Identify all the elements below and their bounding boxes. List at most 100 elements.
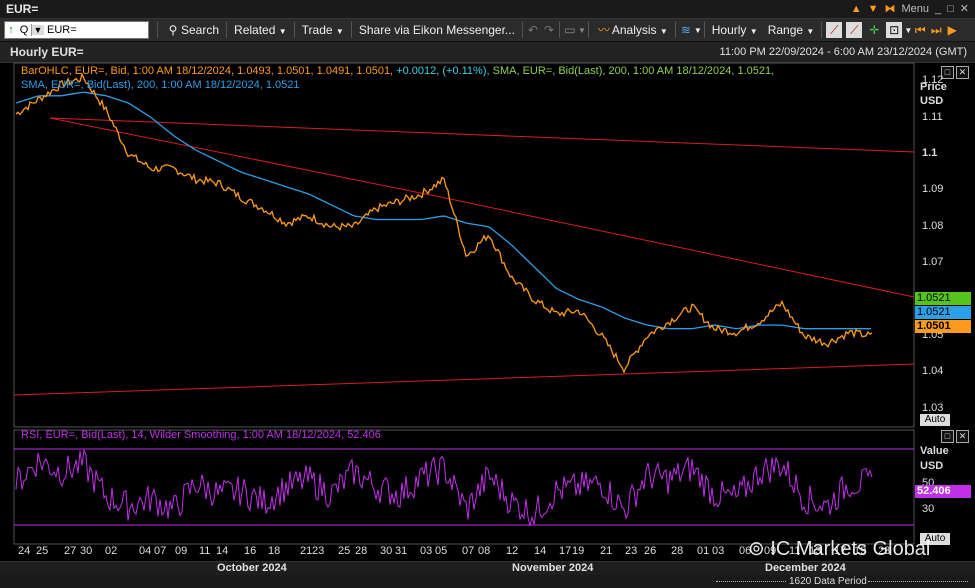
toolbar-separator <box>350 22 352 38</box>
x-tick-label: 25 <box>36 545 49 557</box>
x-tick-label: 28 <box>671 545 684 557</box>
price-scale-title: Price <box>920 81 947 93</box>
redo-icon[interactable]: ↷ <box>543 23 554 37</box>
trade-menu[interactable]: Trade ▼ <box>297 23 349 37</box>
x-tick-label: 23 <box>312 545 325 557</box>
month-bar: October 2024 November 2024 December 2024 <box>0 561 975 576</box>
rsi-line <box>15 448 873 527</box>
x-tick-label: 07 <box>462 545 475 557</box>
fast-forward-icon[interactable]: ▶ <box>947 23 957 37</box>
maximize-pane-icon[interactable]: □ <box>941 66 954 79</box>
trade-label: Trade <box>301 23 333 37</box>
price-tag-orange: 1.0501 <box>915 320 971 333</box>
arrow-up-icon[interactable]: ▲ <box>850 2 862 15</box>
wave-icon[interactable]: ≋ <box>680 23 691 37</box>
legend-sma1-text: SMA, EUR=, Bid(Last), 200, 1:00 AM 18/12… <box>492 65 775 77</box>
price-tick-label: 1.03 <box>922 401 944 414</box>
chevron-down-icon: ▼ <box>659 27 668 36</box>
rsi-auto-button[interactable]: Auto <box>920 533 950 545</box>
x-tick-label: 09 <box>175 545 188 557</box>
close-pane-icon[interactable]: ✕ <box>956 66 969 79</box>
chevron-down-icon: ▼ <box>278 27 287 36</box>
lower-trend-line[interactable] <box>13 363 915 396</box>
price-tick-label: 1.08 <box>922 219 944 232</box>
price-auto-button[interactable]: Auto <box>920 414 950 426</box>
arrow-down-icon[interactable]: ▼ <box>867 2 879 15</box>
chevron-down-icon[interactable]: ▼ <box>693 25 702 35</box>
x-tick-label: 03 <box>712 545 725 557</box>
link-icon[interactable]: ⧓ <box>884 3 896 15</box>
x-tick-label: 01 <box>697 545 710 557</box>
data-period-label: 1620 Data Period <box>789 576 867 587</box>
watermark: ⊚ IC Markets Global <box>748 536 930 561</box>
price-tick-label: 1.04 <box>922 365 944 378</box>
upper-trend-line[interactable] <box>49 117 456 201</box>
window-title: EUR= <box>6 2 39 16</box>
chart-date-range: 11:00 PM 22/09/2024 - 6:00 AM 23/12/2024… <box>719 46 967 58</box>
folder-icon[interactable]: ▭ <box>564 23 576 37</box>
falling-trend-line[interactable] <box>454 199 915 298</box>
menu-label[interactable]: Menu <box>901 2 929 15</box>
minimize-icon[interactable]: _ <box>935 2 942 15</box>
search-label: Search <box>181 23 220 37</box>
crosshair-icon[interactable]: ✛ <box>869 23 880 37</box>
maximize-icon[interactable]: □ <box>947 2 954 15</box>
x-tick-label: 02 <box>105 545 118 557</box>
range-select[interactable]: Range ▼ <box>763 23 820 37</box>
rsi-pane-border <box>13 429 915 545</box>
toolbar-separator <box>157 22 158 38</box>
top-trend-line[interactable] <box>49 117 915 153</box>
price-tick-label: 1.09 <box>922 183 944 196</box>
toolbar-separator <box>558 22 560 38</box>
analysis-menu[interactable]: 〰 Analysis ▼ <box>591 22 673 38</box>
related-menu[interactable]: Related ▼ <box>229 23 292 37</box>
price-scale-unit: USD <box>920 95 944 107</box>
interval-select[interactable]: Hourly ▼ <box>707 23 763 37</box>
scroll-left-icon[interactable]: ⏮ <box>914 23 926 37</box>
x-tick-label: 31 <box>395 545 408 557</box>
undo-icon[interactable]: ↶ <box>527 23 538 37</box>
ric-entry[interactable]: ↑ Q ▼ <box>4 21 149 39</box>
window-controls: ▲ ▼ ⧓ Menu _ □ ✕ <box>850 2 969 16</box>
x-tick-label: 30 <box>380 545 393 557</box>
zoom-box-icon[interactable]: ⊡ <box>886 22 903 38</box>
ric-input[interactable] <box>44 23 148 37</box>
chevron-down-icon[interactable]: ▼ <box>32 25 44 35</box>
toolbar-separator <box>293 22 295 38</box>
legend-ohlc: BarOHLC, EUR=, Bid, 1:00 AM 18/12/2024, … <box>21 65 774 77</box>
rsi-scale[interactable]: Value USD 50 30 52.406 <box>914 430 975 544</box>
toolbar-separator <box>821 22 823 38</box>
maximize-rsi-pane-icon[interactable]: □ <box>941 430 954 443</box>
chevron-down-icon[interactable]: ▼ <box>904 25 913 35</box>
chart-title: Hourly EUR= <box>10 45 84 59</box>
x-tick-label: 14 <box>534 545 547 557</box>
chevron-down-icon[interactable]: ▼ <box>577 25 586 35</box>
x-tick-label: 19 <box>854 545 867 557</box>
close-rsi-pane-icon[interactable]: ✕ <box>956 430 969 443</box>
compare-chart-icon[interactable]: ⟋ <box>846 22 863 38</box>
x-tick-label: 16 <box>244 545 257 557</box>
chevron-down-icon: ▼ <box>806 27 815 36</box>
close-icon[interactable]: ✕ <box>959 3 969 15</box>
x-tick-label: 13 <box>809 545 822 557</box>
quote-type-icon[interactable]: Q <box>17 24 32 36</box>
rsi-bands <box>14 448 914 526</box>
rsi-scale-unit: USD <box>920 460 944 472</box>
watermark-text: IC Markets Global <box>770 538 931 560</box>
x-tick-label: 07 <box>154 545 167 557</box>
scroll-right-icon[interactable]: ⏭ <box>930 23 942 37</box>
search-button[interactable]: ⚲ Search <box>160 22 224 38</box>
share-button[interactable]: Share via Eikon Messenger... <box>358 23 515 37</box>
price-tick-label: 1.1 <box>922 147 938 159</box>
legend-sma2: SMA, EUR=, Bid(Last), 200, 1:00 AM 18/12… <box>21 79 300 91</box>
toolbar-separator <box>674 22 676 38</box>
trend-chart-icon[interactable]: ⟋ <box>826 22 843 38</box>
main-toolbar: ↑ Q ▼ ⚲Search Related ▼ Trade ▼ Share vi… <box>0 19 975 42</box>
x-tick-label: 30 <box>80 545 93 557</box>
x-tick-label: 23 <box>625 545 638 557</box>
price-scale[interactable]: Price USD 1.12 1.11 1.1 1.09 1.08 1.07 1.05 1.0… <box>914 62 975 427</box>
price-tick-label: 1.11 <box>922 110 943 123</box>
x-tick-label: 26 <box>644 545 657 557</box>
interval-label: Hourly <box>711 23 747 37</box>
x-tick-label: 11 <box>199 545 211 557</box>
